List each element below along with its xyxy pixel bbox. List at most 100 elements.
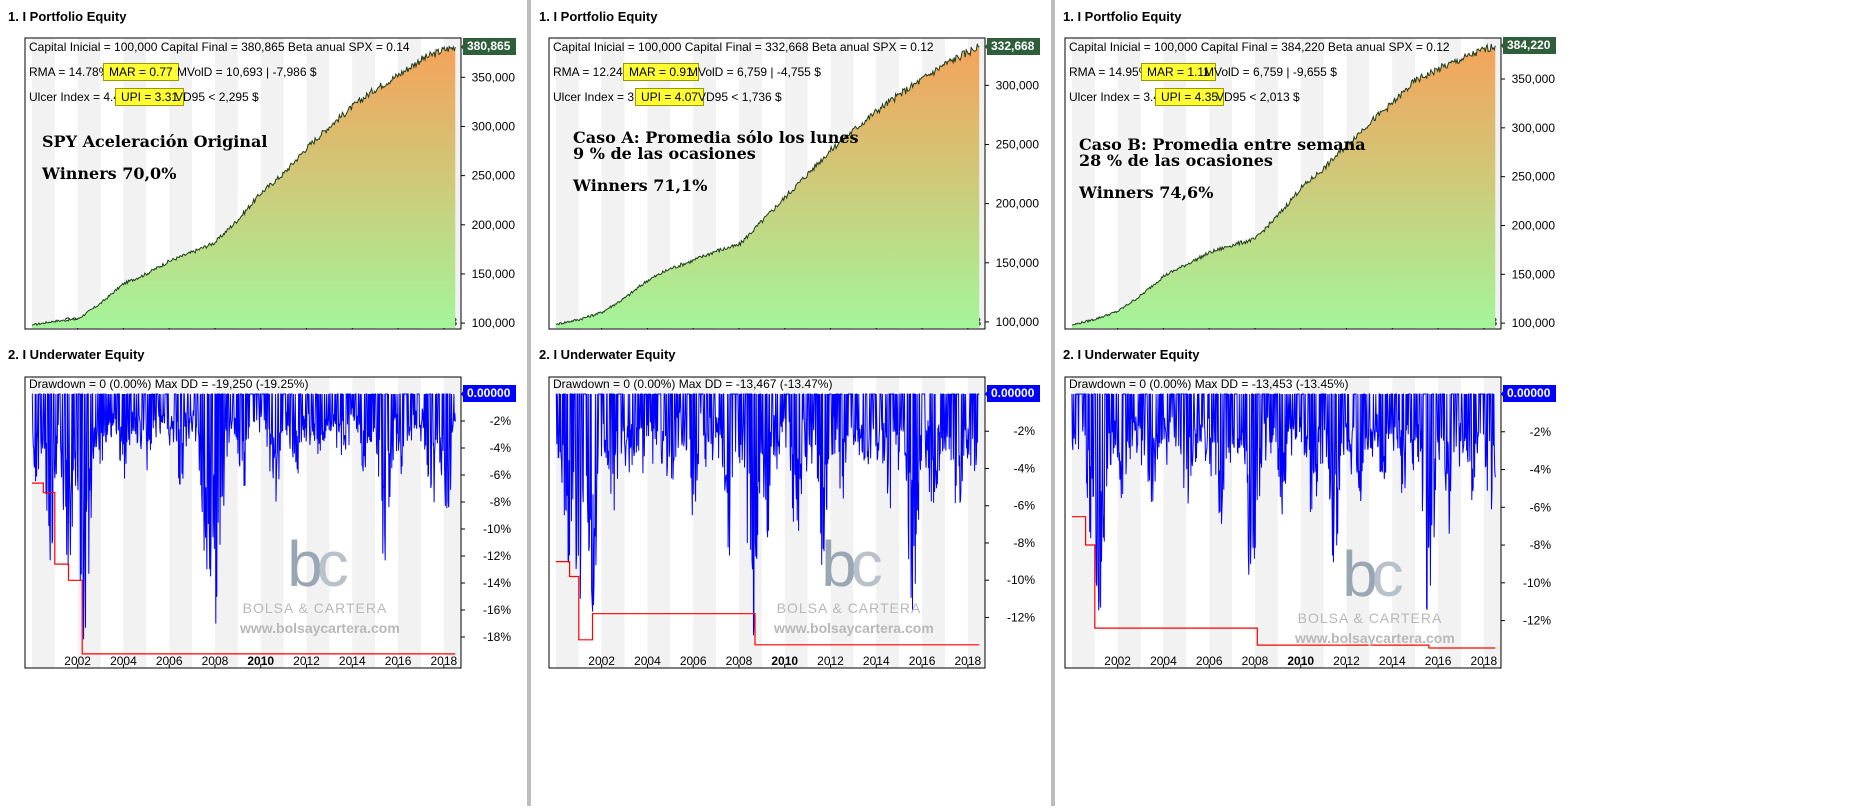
stats-vd95: VD95 < 2,013 $: [1216, 90, 1300, 104]
watermark: bc BOLSA & CARTERA www.bolsaycartera.com: [240, 528, 400, 636]
column-separator: [1051, 0, 1055, 806]
stats-mar-badge: MAR = 0.91: [623, 63, 699, 81]
panel-column-1: 1. I Portfolio Equity 200220042006200820…: [0, 0, 531, 806]
x-tick-label: 2010: [247, 654, 274, 668]
stats-rma: RMA = 14.78%: [29, 65, 110, 79]
x-tick-label: 2006: [680, 654, 707, 668]
underwater-frame: [1064, 376, 1502, 669]
equity-section-title: 1. I Portfolio Equity: [8, 9, 127, 24]
year-band: [77, 38, 101, 329]
bc-logo-icon: bc: [1342, 538, 1404, 610]
drawdown-stats: Drawdown = 0 (0.00%) Max DD = -13,453 (-…: [1069, 377, 1349, 391]
y-tick-label: 250,000: [996, 137, 1040, 151]
watermark-url: www.bolsaycartera.com: [240, 620, 400, 636]
y-tick-label: -6%: [1530, 500, 1552, 514]
year-band: [31, 38, 55, 329]
underwater-frame: [24, 376, 462, 669]
x-tick-label: 2004: [1150, 654, 1177, 668]
stats-capital-line: Capital Inicial = 100,000 Capital Final …: [1069, 40, 1450, 54]
y-tick-label: 150,000: [472, 267, 516, 281]
underwater-section-title: 2. I Underwater Equity: [1063, 347, 1200, 362]
x-tick-label: 2014: [863, 654, 890, 668]
y-tick-label: -8%: [490, 495, 512, 509]
stats-vd95: VD95 < 1,736 $: [698, 90, 782, 104]
note-title: Caso A: Promedia sólo los lunes: [573, 128, 859, 147]
y-tick-label: -6%: [1014, 499, 1036, 513]
x-tick-label: 2014: [339, 654, 366, 668]
equity-line: [555, 43, 980, 326]
max-drawdown-line: [31, 482, 456, 655]
year-band: [1071, 38, 1095, 329]
y-tick-label: 150,000: [1512, 267, 1556, 281]
year-band: [1483, 377, 1501, 668]
underwater-chart-svg: 2002 2004 2006 2008 2010 2012 2014 2016 2018 -2% -…: [1064, 376, 1552, 669]
x-tick-label: 2008: [726, 654, 753, 668]
note-title: Caso B: Promedia entre semana: [1079, 135, 1366, 154]
x-tick-label: 2002: [64, 654, 91, 668]
watermark-name: BOLSA & CARTERA: [1297, 610, 1443, 626]
watermark: bc BOLSA & CARTERA www.bolsaycartera.com: [774, 532, 934, 636]
equity-chart-svg: 200220042006200820102012201420162018100,…: [548, 37, 1040, 330]
equity-frame: [548, 37, 986, 330]
note-subtitle: 28 % de las ocasiones: [1079, 151, 1273, 170]
y-tick-label: -2%: [1014, 424, 1036, 438]
y-tick-label: 200,000: [1512, 218, 1556, 232]
year-band: [967, 377, 985, 668]
year-band: [1117, 38, 1141, 329]
x-tick-label: 2018: [954, 654, 981, 668]
y-tick-label: -2%: [490, 414, 512, 428]
stats-mvold: MVolD = 6,759 | -9,655 $: [1204, 65, 1337, 79]
y-tick-label: -14%: [483, 576, 511, 590]
column-separator: [527, 0, 531, 806]
stats-upi-badge: UPI = 4.35: [1155, 88, 1225, 106]
bc-logo-icon: bc: [287, 528, 349, 600]
y-tick-label: -4%: [1530, 463, 1552, 477]
underwater-last-value-tag: 0.00000: [1503, 385, 1557, 402]
y-tick-label: -12%: [483, 549, 511, 563]
stats-mvold: MVolD = 10,693 | -7,986 $: [177, 65, 317, 79]
y-tick-label: -10%: [483, 522, 511, 536]
x-tick-label: 2006: [1196, 654, 1223, 668]
underwater-section-title: 2. I Underwater Equity: [8, 347, 145, 362]
equity-section-title: 1. I Portfolio Equity: [1063, 9, 1182, 24]
stats-mar-badge: MAR = 1.11: [1141, 63, 1216, 81]
equity-frame: [24, 37, 462, 330]
watermark-url: www.bolsaycartera.com: [1295, 630, 1455, 646]
underwater-last-value-tag: 0.00000: [987, 385, 1041, 402]
year-band: [1392, 377, 1416, 668]
x-tick-label: 2016: [385, 654, 412, 668]
year-band: [830, 377, 854, 668]
max-drawdown-line: [1071, 516, 1496, 649]
x-tick-label: 2004: [634, 654, 661, 668]
underwater-chart-svg: 2002 2004 2006 2008 2010 2012 2014 2016 2018 -2% -…: [548, 376, 1036, 669]
watermark: bc BOLSA & CARTERA www.bolsaycartera.com: [1295, 538, 1455, 646]
equity-last-value-tag: 380,865: [463, 37, 517, 55]
underwater-last-value-tag: 0.00000: [463, 385, 517, 402]
y-tick-label: 300,000: [1512, 121, 1556, 135]
y-tick-label: -16%: [483, 603, 511, 617]
x-tick-label: 2018: [430, 654, 457, 668]
stats-mvold: MVolD = 6,759 | -4,755 $: [688, 65, 821, 79]
y-tick-label: -10%: [1523, 576, 1551, 590]
y-tick-label: -12%: [1523, 614, 1551, 628]
underwater-frame: [548, 376, 986, 669]
panel-column-2: 1. I Portfolio Equity 200220042006200820…: [531, 0, 1055, 806]
note-subtitle: 9 % de las ocasiones: [573, 144, 756, 163]
note-title: SPY Aceleración Original: [42, 132, 268, 151]
year-band: [123, 377, 147, 668]
equity-chart: 200220042006200820102012201420162018100,…: [548, 37, 1079, 330]
note-winners: Winners 70,0%: [42, 164, 177, 183]
y-tick-label: -18%: [483, 630, 511, 644]
y-tick-label: 300,000: [472, 119, 516, 133]
watermark-url: www.bolsaycartera.com: [774, 620, 934, 636]
stats-capital-line: Capital Inicial = 100,000 Capital Final …: [553, 40, 934, 54]
x-tick-label: 2012: [1333, 654, 1360, 668]
y-tick-label: 300,000: [996, 78, 1040, 92]
stats-upi-badge: UPI = 4.07: [635, 88, 705, 106]
x-tick-label: 2010: [771, 654, 798, 668]
equity-chart-svg: 200220042006200820102012201420162018100,…: [1064, 37, 1556, 330]
y-tick-label: 100,000: [996, 315, 1040, 329]
year-band: [601, 38, 625, 329]
x-tick-label: 2004: [110, 654, 137, 668]
stats-rma: RMA = 12.24%: [553, 65, 634, 79]
